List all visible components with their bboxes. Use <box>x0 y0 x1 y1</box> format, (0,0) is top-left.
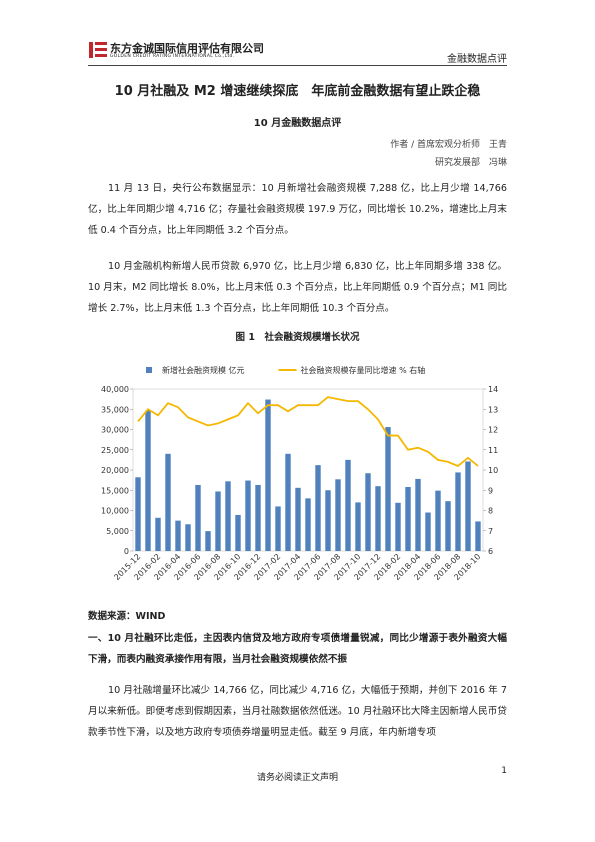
bar <box>225 481 231 551</box>
y2-tick-label: 14 <box>488 385 498 394</box>
data-source: 数据来源：WIND <box>88 611 166 622</box>
bar <box>415 478 421 551</box>
company-name-en: GOLDEN CREDIT RATING INTERNATIONAL Co.,L… <box>110 54 235 59</box>
subtitle: 10 月金融数据点评 <box>253 118 342 129</box>
legend-label: 社会融资规模存量同比增速 % 右轴 <box>301 365 426 375</box>
section-heading: 一、10 月社融环比走低，主因表内信贷及地方政府专项债增量锐减，同比少增源于表外… <box>88 633 507 665</box>
legend-swatch <box>146 367 152 373</box>
chart: 0 5,000 10,000 15,000 20,000 25,000 30,000 35,0… <box>101 365 498 582</box>
y2-tick-label: 6 <box>488 547 493 556</box>
bar <box>335 479 341 551</box>
y-tick-label: 10,000 <box>101 507 129 516</box>
header-section: 金融数据点评 <box>447 54 507 65</box>
bar <box>435 490 441 551</box>
legend-label: 新增社会融资规模 亿元 <box>162 365 245 375</box>
paragraph: 11 月 13 日，央行公布数据显示：10 月新增社会融资规模 7,288 亿，… <box>88 183 507 236</box>
line <box>137 396 479 467</box>
header-rule <box>88 65 507 66</box>
bar <box>185 524 191 551</box>
y-tick-label: 0 <box>124 547 129 556</box>
y2-tick-label: 13 <box>488 405 498 414</box>
bar <box>355 502 361 551</box>
bar <box>255 484 261 551</box>
bar <box>465 461 471 551</box>
bar <box>365 473 371 551</box>
y2-tick-label: 9 <box>488 486 493 495</box>
bar <box>425 512 431 551</box>
logo-icon <box>89 42 107 58</box>
footer-note: 请务必阅读正文声明 <box>256 773 338 783</box>
bar <box>275 506 281 551</box>
bar <box>205 531 211 551</box>
y-tick-label: 40,000 <box>101 385 129 394</box>
title: 10 月社融及 M2 增速继续探底 年底前金融数据有望止跌企稳 <box>114 84 481 99</box>
author: 作者 / 首席宏观分析师 王青 <box>390 140 507 150</box>
bar <box>165 453 171 551</box>
bar <box>145 410 151 551</box>
company-name: 东方金诚国际信用评估有限公司 <box>110 42 264 55</box>
bar <box>395 502 401 551</box>
y-tick-label: 25,000 <box>101 446 129 455</box>
page-number: 1 <box>501 766 507 776</box>
bar <box>375 486 381 551</box>
bar <box>265 399 271 551</box>
bar <box>285 453 291 551</box>
bar <box>325 490 331 551</box>
bar <box>235 514 241 551</box>
bar <box>345 459 351 551</box>
y-tick-label: 15,000 <box>101 486 129 495</box>
y-tick-label: 35,000 <box>101 405 129 414</box>
figure-caption: 图 1 社会融资规模增长状况 <box>235 332 360 343</box>
bar <box>175 520 181 551</box>
bar <box>135 477 141 551</box>
bar <box>405 487 411 551</box>
y2-tick-label: 8 <box>488 507 493 516</box>
bar <box>305 498 311 551</box>
bar <box>155 517 161 551</box>
bar <box>455 472 461 551</box>
y2-tick-label: 7 <box>488 527 493 536</box>
bar <box>215 491 221 551</box>
y2-tick-label: 10 <box>488 466 498 475</box>
y2-tick-label: 12 <box>488 426 498 435</box>
bar <box>475 521 481 551</box>
author: 研究发展部 冯琳 <box>434 158 507 168</box>
bar <box>195 484 201 551</box>
paragraph: 10 月金融机构新增人民币贷款 6,970 亿，比上月少增 6,830 亿，比上… <box>88 261 507 314</box>
y-tick-label: 30,000 <box>101 426 129 435</box>
bar <box>445 501 451 551</box>
bar <box>315 465 321 551</box>
y2-tick-label: 11 <box>488 446 498 455</box>
bar <box>385 427 391 551</box>
bar <box>245 480 251 551</box>
paragraph: 10 月社融增量环比减少 14,766 亿，同比减少 4,716 亿，大幅低于预… <box>88 685 507 738</box>
y-tick-label: 20,000 <box>101 466 129 475</box>
y-tick-label: 5,000 <box>106 527 129 536</box>
bar <box>295 487 301 551</box>
